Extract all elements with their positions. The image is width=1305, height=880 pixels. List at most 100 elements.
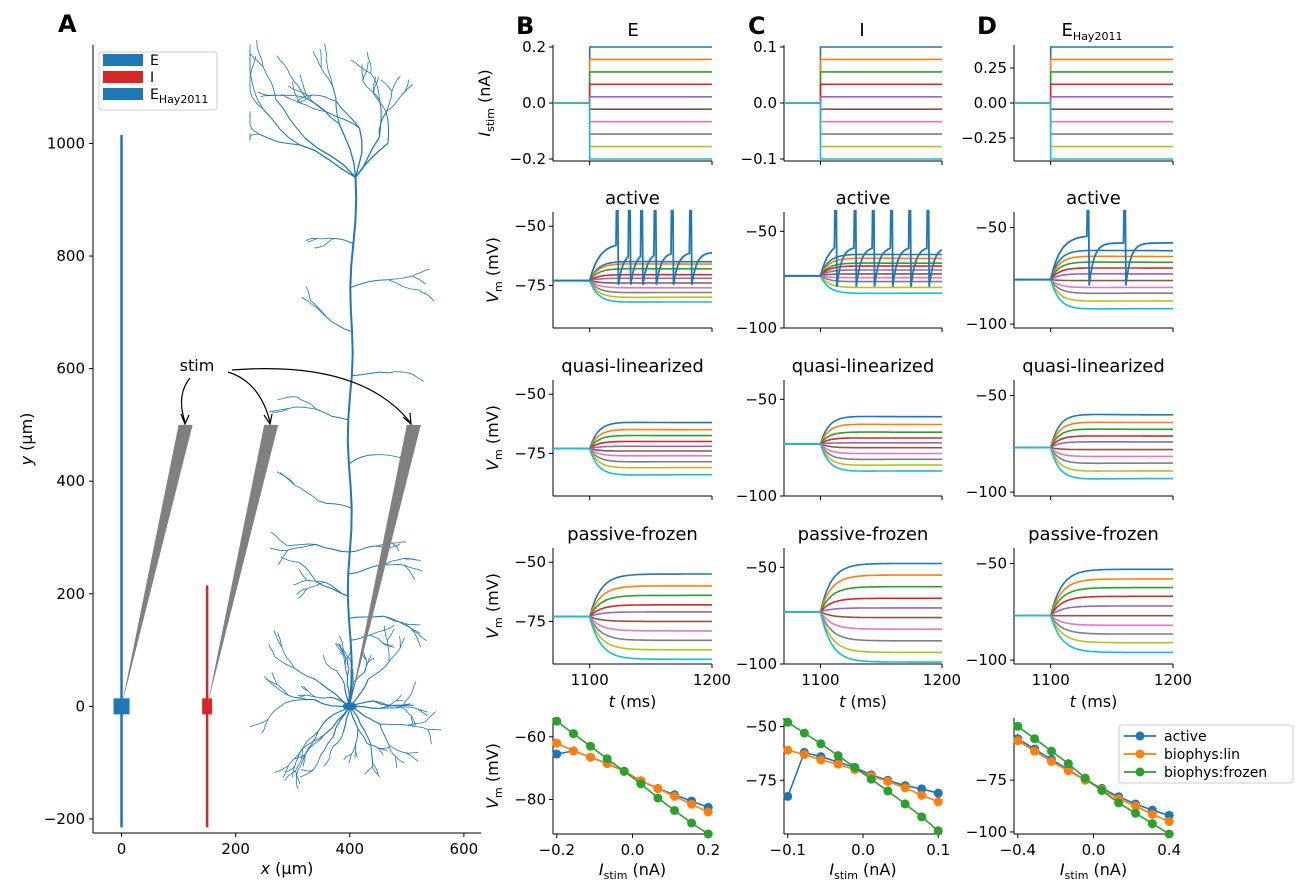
dendrite [335, 670, 346, 685]
traces [1014, 210, 1173, 310]
trace-panel-title: active [836, 188, 891, 209]
x-tick-label: 1200 [693, 671, 731, 689]
trace-panel: quasi-linearized −50 −75 Vm (mV) [483, 356, 713, 500]
dendrite [285, 699, 315, 704]
legend-label: E [150, 53, 159, 69]
iv-panel: −75 −100−0.4 0.0 0.4 Istim (nA) [966, 718, 1181, 880]
y-tick-label: 0.1 [753, 38, 777, 56]
dendrite [326, 111, 360, 129]
iv-y-label: Vm (mV) [483, 743, 505, 809]
vm-trace [784, 610, 942, 631]
y-tick-label: −100 [966, 651, 1007, 669]
vm-trace [784, 442, 942, 455]
dendrite [249, 118, 259, 135]
dendrite [361, 64, 364, 82]
stim-trace [784, 102, 942, 123]
vm-trace [784, 442, 942, 472]
iv-panel: −60 −80 −0.2 0.0 0.2 Istim (nA) Vm (mV) [483, 716, 720, 880]
x-axis-label: t (ms) [1070, 692, 1118, 711]
y-tick-label: −60 [514, 728, 546, 746]
dendrite [304, 741, 314, 755]
iv-point [1114, 798, 1124, 808]
y-tick-label: 600 [56, 360, 85, 378]
dendrite [299, 74, 307, 96]
dendrite [349, 682, 354, 707]
dendrite [366, 743, 379, 749]
stim-panel: 0.1 0.0 −0.1 [741, 38, 943, 168]
dendrite [350, 662, 354, 683]
dendrite [295, 770, 301, 785]
y-tick-label: −75 [514, 444, 546, 462]
iv-point [670, 805, 680, 815]
vm-trace [1014, 421, 1173, 449]
vm-trace [1014, 278, 1173, 302]
hay2011-morphology [249, 39, 441, 790]
dendrite [286, 765, 296, 772]
y-tick-label: −75 [514, 612, 546, 630]
y-axis-label: Vm (mV) [483, 573, 505, 639]
dendrite [354, 137, 380, 178]
dendrite [297, 694, 306, 699]
dendrite [298, 561, 317, 582]
dendrite [319, 48, 322, 68]
iv-point [900, 799, 910, 809]
stim-electrode [349, 424, 421, 707]
column-title: I [859, 20, 864, 41]
dendrite [295, 754, 306, 772]
dendrite [410, 373, 424, 382]
iv-series-line [556, 720, 709, 835]
vm-trace [784, 610, 942, 619]
dendrite [294, 484, 319, 502]
dendrite [348, 564, 382, 575]
y-tick-label: −50 [514, 553, 546, 571]
iv-point [1013, 736, 1023, 746]
dendrite [274, 765, 289, 773]
iv-point [1013, 721, 1023, 731]
x-tick-label: 400 [335, 840, 364, 858]
stim-trace [1014, 95, 1173, 104]
y-tick-label: −100 [736, 655, 777, 673]
dendrite [405, 623, 421, 626]
vm-trace [1014, 278, 1173, 310]
x-tick-label: 0.0 [621, 841, 645, 859]
y-tick-label: −50 [745, 718, 777, 736]
dendrite [301, 769, 313, 772]
dendrite [262, 66, 277, 100]
dendrite [383, 615, 406, 625]
dendrite [398, 635, 401, 648]
dendrite [249, 718, 269, 728]
dendrite [388, 647, 401, 663]
vm-trace [553, 279, 712, 303]
stim-trace [784, 95, 942, 104]
dendrite [326, 663, 337, 671]
iv-point [900, 783, 910, 793]
iv-point [783, 745, 793, 755]
dendrite [249, 133, 259, 141]
dendrite [391, 542, 400, 551]
iv-point [703, 829, 713, 839]
vm-trace [553, 447, 712, 457]
dendrite [383, 615, 411, 628]
vm-trace [553, 603, 712, 618]
dendrite [363, 662, 369, 673]
iv-point [552, 716, 562, 726]
stim-trace [553, 102, 712, 123]
dendrite [372, 76, 377, 94]
vm-trace [784, 610, 942, 663]
panel-letter-d: D [977, 12, 997, 40]
iv-point [1164, 829, 1174, 839]
dendrite [318, 500, 352, 509]
iv-point [1147, 819, 1157, 829]
dendrite [284, 770, 296, 781]
dendrite [348, 753, 352, 764]
legend-swatch [103, 88, 143, 100]
vm-trace [1014, 261, 1173, 281]
y-axis-label: Vm (mV) [483, 405, 505, 471]
iv-point [799, 750, 809, 760]
vm-trace [784, 610, 942, 642]
spike-trace [1014, 210, 1173, 286]
dendrite [277, 396, 297, 400]
dendrite [367, 657, 375, 663]
iv-point [933, 788, 943, 798]
x-tick-label: 0 [117, 840, 127, 858]
